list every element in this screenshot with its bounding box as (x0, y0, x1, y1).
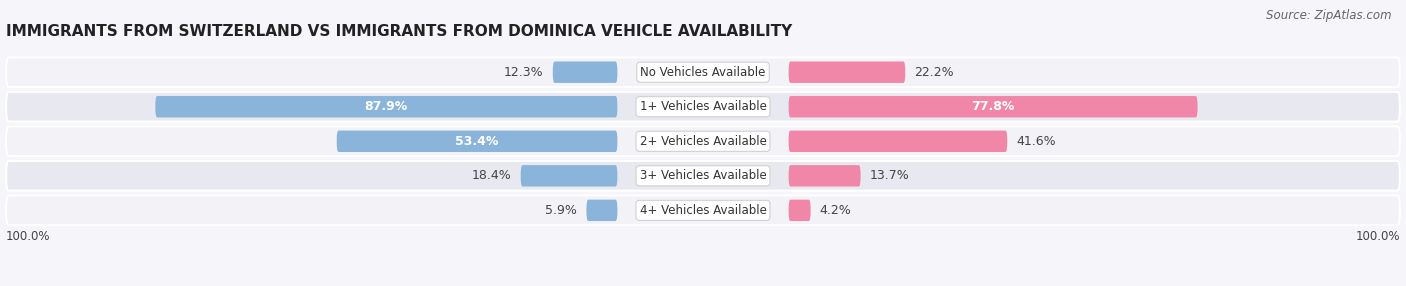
Text: 100.0%: 100.0% (1355, 231, 1400, 243)
Text: 18.4%: 18.4% (472, 169, 512, 182)
Text: IMMIGRANTS FROM SWITZERLAND VS IMMIGRANTS FROM DOMINICA VEHICLE AVAILABILITY: IMMIGRANTS FROM SWITZERLAND VS IMMIGRANT… (6, 24, 793, 39)
Text: 3+ Vehicles Available: 3+ Vehicles Available (640, 169, 766, 182)
FancyBboxPatch shape (553, 61, 617, 83)
FancyBboxPatch shape (6, 92, 1400, 122)
Text: 53.4%: 53.4% (456, 135, 499, 148)
Text: 2+ Vehicles Available: 2+ Vehicles Available (640, 135, 766, 148)
FancyBboxPatch shape (155, 96, 617, 118)
Legend: Immigrants from Switzerland, Immigrants from Dominica: Immigrants from Switzerland, Immigrants … (492, 282, 914, 286)
Text: 100.0%: 100.0% (6, 231, 51, 243)
Text: 87.9%: 87.9% (364, 100, 408, 113)
FancyBboxPatch shape (789, 96, 1198, 118)
Text: 22.2%: 22.2% (914, 66, 955, 79)
FancyBboxPatch shape (6, 196, 1400, 225)
FancyBboxPatch shape (6, 126, 1400, 156)
Text: Source: ZipAtlas.com: Source: ZipAtlas.com (1267, 9, 1392, 21)
Text: 5.9%: 5.9% (546, 204, 578, 217)
FancyBboxPatch shape (6, 57, 1400, 87)
Text: 13.7%: 13.7% (870, 169, 910, 182)
FancyBboxPatch shape (789, 131, 1007, 152)
Text: 4.2%: 4.2% (820, 204, 852, 217)
FancyBboxPatch shape (789, 200, 811, 221)
Text: No Vehicles Available: No Vehicles Available (640, 66, 766, 79)
FancyBboxPatch shape (789, 165, 860, 186)
Text: 1+ Vehicles Available: 1+ Vehicles Available (640, 100, 766, 113)
Text: 41.6%: 41.6% (1017, 135, 1056, 148)
FancyBboxPatch shape (336, 131, 617, 152)
Text: 77.8%: 77.8% (972, 100, 1015, 113)
FancyBboxPatch shape (789, 61, 905, 83)
FancyBboxPatch shape (520, 165, 617, 186)
FancyBboxPatch shape (586, 200, 617, 221)
FancyBboxPatch shape (6, 161, 1400, 191)
Text: 4+ Vehicles Available: 4+ Vehicles Available (640, 204, 766, 217)
Text: 12.3%: 12.3% (503, 66, 544, 79)
